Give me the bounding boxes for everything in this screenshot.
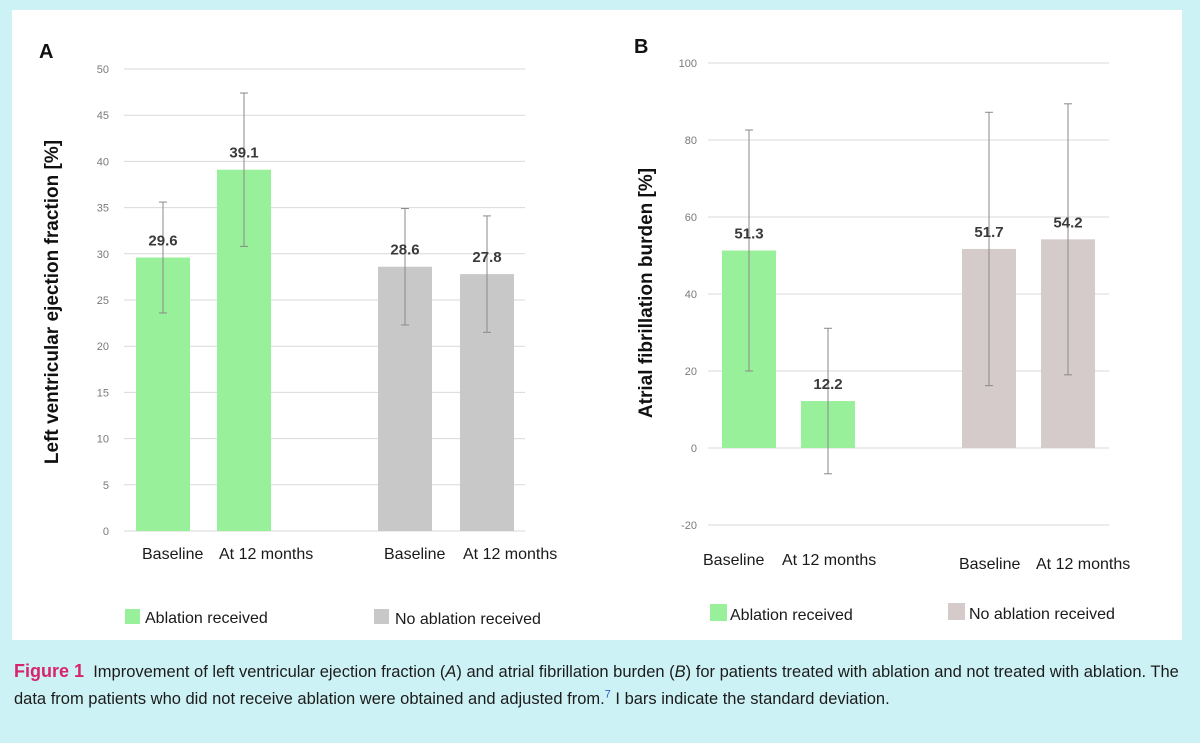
legend-swatch <box>125 609 140 624</box>
legend-swatch <box>710 604 727 621</box>
y-tick-label: 40 <box>685 289 697 301</box>
legend-label: Ablation received <box>730 607 853 624</box>
y-tick-label: 30 <box>97 249 109 261</box>
y-tick-label: 50 <box>97 64 109 76</box>
y-tick-label: 45 <box>97 110 109 122</box>
x-tick-label: Baseline <box>959 556 1020 573</box>
x-tick-label: At 12 months <box>782 552 876 569</box>
x-tick-label: At 12 months <box>463 546 557 563</box>
y-tick-label: -20 <box>681 520 697 532</box>
y-tick-label: 20 <box>685 366 697 378</box>
y-tick-label: 80 <box>685 135 697 147</box>
y-tick-label: 35 <box>97 203 109 215</box>
x-tick-label: Baseline <box>384 546 445 563</box>
panel-label-a: A <box>39 41 53 63</box>
y-axis-label: Atrial fibrillation burden [%] <box>636 168 657 418</box>
caption-ref-b: B <box>674 663 686 681</box>
y-axis-label: Left ventricular ejection fraction [%] <box>42 140 63 464</box>
y-tick-label: 100 <box>679 58 697 70</box>
chart-area: A 0 5 10 15 20 25 30 35 40 45 50 Left ventricular ej… <box>39 36 1130 628</box>
x-tick-label: At 12 months <box>1036 556 1130 573</box>
caption-text-2: ) and atrial fibrillation burden ( <box>456 663 675 681</box>
y-tick-label: 0 <box>691 443 697 455</box>
x-tick-label: At 12 months <box>219 546 313 563</box>
y-tick-label: 5 <box>103 480 109 492</box>
x-tick-label: Baseline <box>142 546 203 563</box>
legend-label: No ablation received <box>395 611 541 628</box>
x-tick-label: Baseline <box>703 552 764 569</box>
figure-caption: Figure 1 Improvement of left ventricular… <box>14 658 1186 713</box>
y-tick-label: 20 <box>97 341 109 353</box>
legend-swatch <box>374 609 389 624</box>
panel-label-b: B <box>634 36 648 58</box>
y-tick-label: 60 <box>685 212 697 224</box>
legend-swatch <box>948 603 965 620</box>
figure-label: Figure 1 <box>14 661 85 681</box>
data-label: 27.8 <box>472 249 501 266</box>
y-tick-label: 10 <box>97 434 109 446</box>
caption-text-4: I bars indicate the standard deviation. <box>610 690 890 708</box>
caption-text-1: Improvement of left ventricular ejection… <box>93 663 446 681</box>
data-label: 54.2 <box>1053 214 1082 231</box>
y-tick-label: 15 <box>97 387 109 399</box>
citation-link[interactable]: 7 <box>604 688 611 701</box>
y-tick-label: 0 <box>103 526 109 538</box>
data-label: 28.6 <box>390 242 419 259</box>
legend-label: Ablation received <box>145 610 268 627</box>
legend-label: No ablation received <box>969 606 1115 623</box>
caption-text-3: ) for patients treated with ablation and… <box>14 663 1179 708</box>
data-label: 51.7 <box>974 224 1003 241</box>
y-tick-label: 25 <box>97 295 109 307</box>
caption-ref-a: A <box>445 663 457 681</box>
figure-panel: A 0 5 10 15 20 25 30 35 40 45 50 Left ventricular ej… <box>12 10 1182 640</box>
data-label: 39.1 <box>229 145 258 162</box>
data-label: 51.3 <box>734 225 763 242</box>
y-tick-label: 40 <box>97 156 109 168</box>
data-label: 12.2 <box>813 376 842 393</box>
data-label: 29.6 <box>148 232 177 249</box>
